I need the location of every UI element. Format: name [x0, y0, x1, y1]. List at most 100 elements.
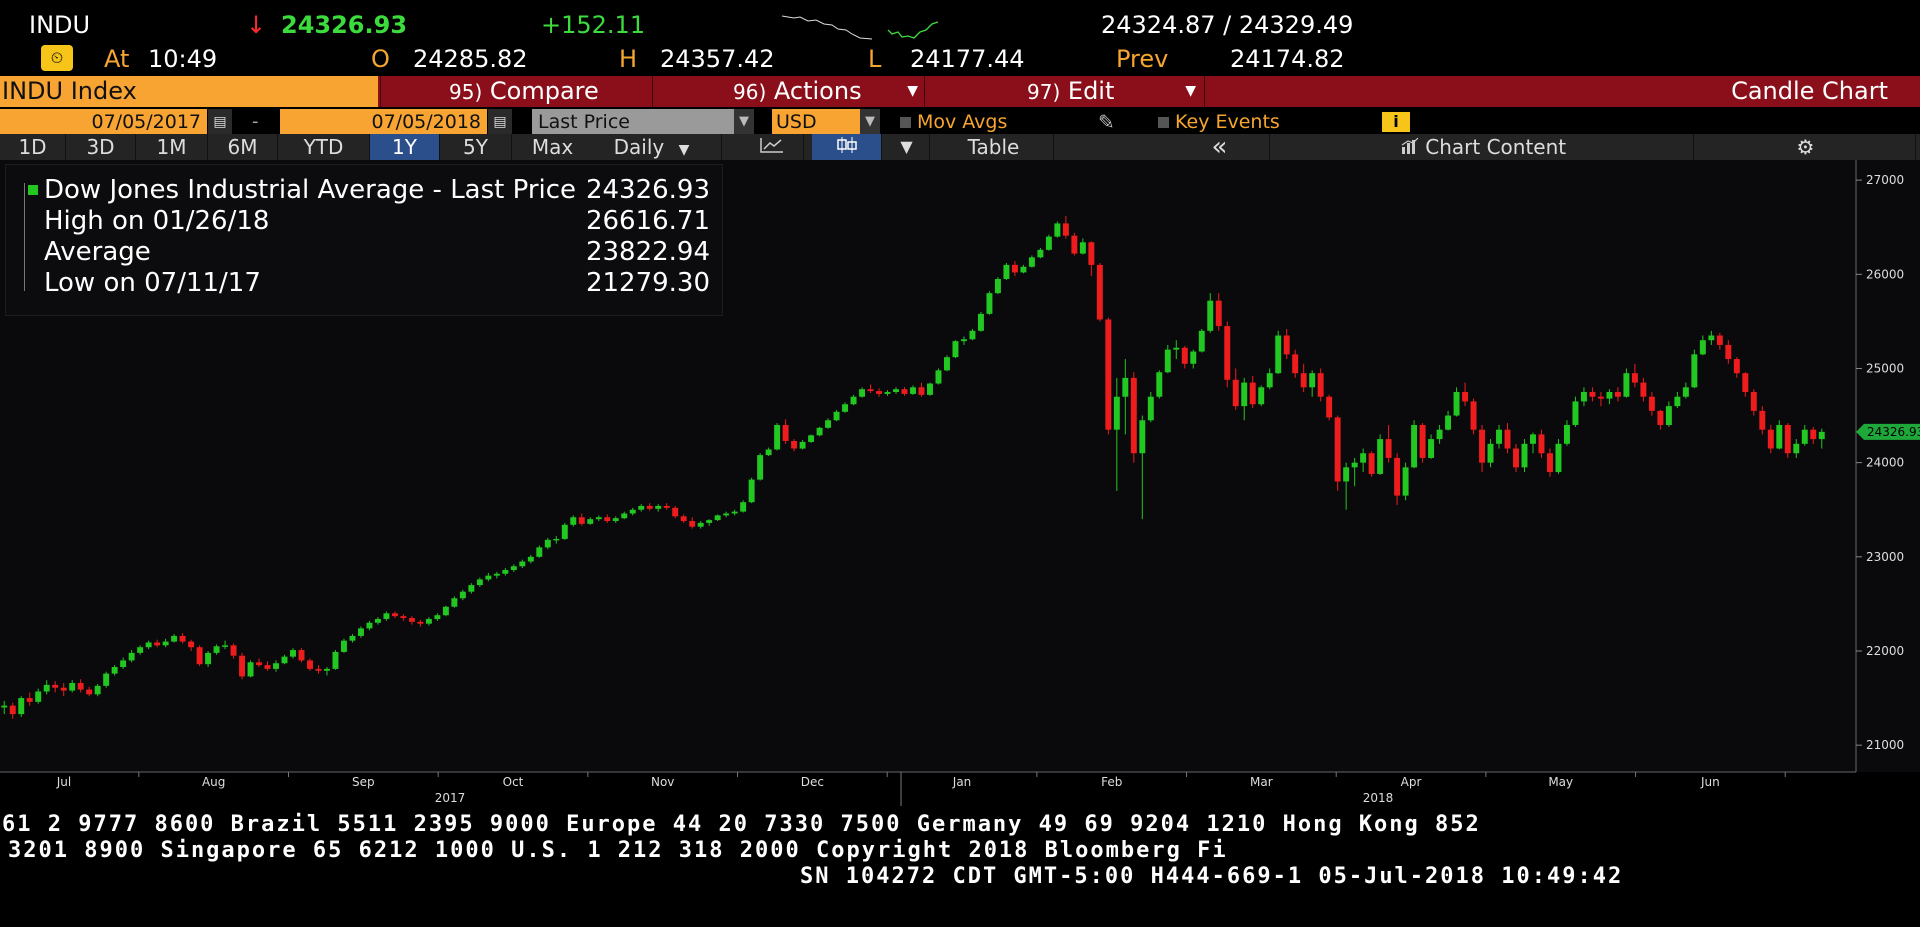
range-button-1d[interactable]: 1D — [0, 134, 66, 160]
candle-body — [1122, 377, 1129, 397]
candle — [1606, 389, 1613, 405]
start-date-field[interactable]: 07/05/2017 — [0, 109, 207, 135]
candle — [468, 583, 475, 594]
range-button-6m[interactable]: 6M — [208, 134, 278, 160]
actions-label: Actions — [773, 77, 862, 105]
chevron-down-icon[interactable]: ▼ — [884, 134, 930, 160]
candle-body — [239, 655, 246, 677]
end-date-field[interactable]: 07/05/2018 — [280, 109, 487, 135]
last-price: 24326.93 — [281, 11, 408, 39]
pencil-icon[interactable]: ✎ — [1098, 110, 1115, 134]
range-button-5y[interactable]: 5Y — [440, 134, 512, 160]
calendar-icon[interactable]: ▤ — [488, 109, 512, 135]
candle — [578, 513, 585, 526]
candle-body — [188, 641, 195, 648]
candle-body — [1071, 235, 1078, 254]
candle — [1487, 439, 1494, 468]
candle — [927, 382, 933, 396]
info-icon[interactable]: i — [1382, 112, 1410, 132]
candle-chart-icon[interactable] — [812, 134, 882, 160]
candle-body — [1691, 354, 1698, 388]
candle — [1079, 238, 1086, 255]
candle — [485, 572, 492, 582]
period-select[interactable]: Daily ▼ — [582, 134, 722, 160]
candle — [459, 589, 466, 601]
candle-body — [663, 505, 670, 508]
field-select[interactable]: Last Price — [532, 109, 734, 135]
line-chart-icon[interactable] — [740, 134, 804, 160]
candle-body — [417, 621, 424, 624]
candle-body — [154, 642, 161, 646]
candle — [239, 652, 246, 680]
candle-body — [468, 585, 475, 592]
mov-avgs-toggle[interactable]: Mov Avgs — [900, 109, 1007, 135]
candle-body — [986, 293, 993, 314]
candle — [1334, 415, 1341, 491]
candle-body — [1283, 335, 1290, 355]
candle-body — [9, 705, 16, 715]
candle — [969, 328, 976, 341]
candle-body — [621, 513, 628, 519]
candle-body — [1105, 319, 1112, 430]
actions-number: 96) — [733, 80, 767, 104]
candle-body — [111, 667, 118, 674]
chart-type-label[interactable]: Candle Chart — [1204, 76, 1918, 107]
calendar-icon[interactable]: ▤ — [208, 109, 232, 135]
candle-body — [1241, 382, 1248, 407]
candle — [825, 418, 832, 429]
collapse-button[interactable]: « — [1170, 134, 1270, 160]
compare-button[interactable]: 95) Compare — [380, 76, 652, 107]
candle — [171, 634, 178, 643]
candle — [757, 453, 764, 481]
candle-body — [340, 640, 347, 652]
candle — [1215, 293, 1222, 331]
edit-button[interactable]: 97) Edit ▼ — [924, 76, 1202, 107]
candle-body — [859, 389, 866, 397]
y-tick-label: 27000 — [1866, 173, 1904, 187]
chevron-down-icon[interactable]: ▼ — [734, 109, 754, 135]
edit-label: Edit — [1067, 77, 1115, 105]
candle-body — [740, 502, 747, 512]
candle-body — [910, 387, 916, 394]
candle-body — [434, 615, 441, 619]
candle-body — [1258, 387, 1265, 405]
candle-body — [960, 339, 967, 342]
candle-body — [1045, 236, 1052, 250]
candle — [519, 559, 526, 569]
range-button-3d[interactable]: 3D — [66, 134, 136, 160]
candle-body — [782, 424, 789, 441]
key-events-toggle[interactable]: Key Events — [1158, 109, 1280, 135]
candle-body — [1181, 347, 1188, 364]
chart-content-button[interactable]: Chart Content — [1274, 134, 1694, 160]
gear-icon[interactable]: ⚙ — [1696, 134, 1916, 160]
candle-body — [60, 687, 67, 691]
range-button-ytd[interactable]: YTD — [278, 134, 370, 160]
candle — [1139, 415, 1146, 520]
table-button[interactable]: Table — [934, 134, 1054, 160]
currency-select[interactable]: USD — [772, 109, 860, 135]
candle-body — [1725, 344, 1732, 360]
range-button-1m[interactable]: 1M — [136, 134, 208, 160]
actions-button[interactable]: 96) Actions ▼ — [652, 76, 924, 107]
candle-body — [120, 660, 127, 668]
realtime-icon: ⏲ — [41, 45, 73, 71]
legend-high-label: High on 01/26/18 — [44, 206, 270, 236]
y-tick-label: 25000 — [1866, 361, 1904, 375]
y-tick-label: 21000 — [1866, 738, 1904, 752]
intraday-sparkline — [781, 15, 939, 40]
candle-body — [884, 392, 891, 394]
candle — [1071, 232, 1078, 256]
candle — [859, 387, 866, 398]
candle — [256, 658, 263, 668]
candle-body — [893, 389, 899, 393]
y-tick-label: 22000 — [1866, 644, 1904, 658]
range-button-1y[interactable]: 1Y — [370, 134, 440, 160]
legend-low-value: 21279.30 — [585, 268, 710, 298]
chevron-down-icon[interactable]: ▼ — [860, 109, 880, 135]
compare-label: Compare — [489, 77, 599, 105]
candle — [595, 515, 602, 522]
candle — [910, 385, 916, 395]
candle — [1207, 293, 1214, 333]
ticker-line-3: SN 104272 CDT GMT-5:00 H444-669-1 05-Jul… — [800, 864, 1624, 889]
security-field[interactable]: INDU Index — [0, 76, 378, 107]
